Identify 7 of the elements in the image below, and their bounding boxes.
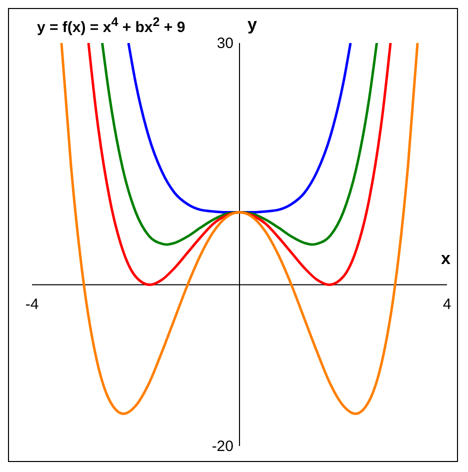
y-tick-label: 30 (216, 35, 234, 52)
y-tick-label: -20 (212, 438, 234, 455)
x-axis-title: x (441, 248, 450, 269)
x-tick-label: 4 (442, 296, 452, 313)
x-tick-label: -4 (25, 296, 39, 313)
chart-title: y = f(x) = x$^{4}$ + bx$^{2}$ + 9 (37, 15, 186, 36)
y-axis-title: y (248, 15, 257, 35)
